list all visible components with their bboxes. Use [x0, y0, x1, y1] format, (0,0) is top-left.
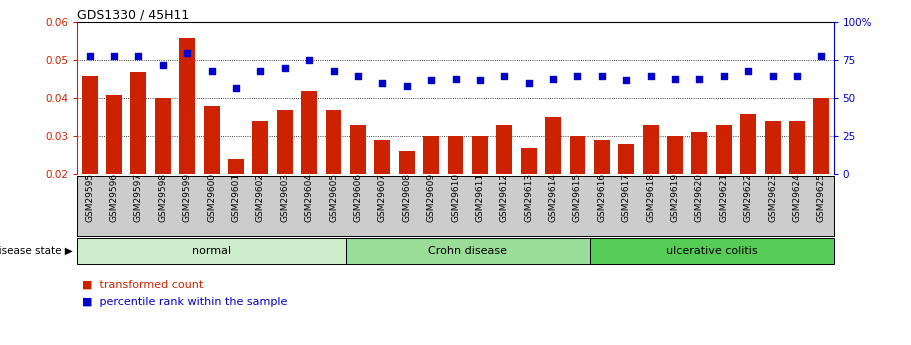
Bar — [691, 132, 707, 174]
Point — [521, 80, 536, 86]
Bar — [594, 140, 609, 174]
Bar — [77, 238, 346, 264]
Bar — [130, 72, 147, 174]
Point — [375, 80, 390, 86]
Point — [82, 53, 97, 59]
Bar — [179, 38, 195, 174]
Bar — [399, 151, 415, 174]
Text: ■  percentile rank within the sample: ■ percentile rank within the sample — [82, 297, 287, 307]
Bar — [252, 121, 269, 174]
Point — [302, 58, 316, 63]
Bar — [82, 76, 97, 174]
Point — [595, 73, 609, 78]
Point — [497, 73, 512, 78]
Point — [570, 73, 585, 78]
Bar — [350, 125, 366, 174]
Text: normal: normal — [192, 246, 231, 256]
Point — [179, 50, 194, 56]
Point — [814, 53, 829, 59]
Bar — [155, 98, 170, 174]
Point — [790, 73, 804, 78]
Bar — [716, 125, 732, 174]
Point — [717, 73, 732, 78]
Point — [424, 77, 438, 83]
Point — [668, 76, 682, 81]
Bar — [521, 148, 537, 174]
Bar — [424, 136, 439, 174]
Point — [229, 85, 243, 90]
Text: GDS1330 / 45H11: GDS1330 / 45H11 — [77, 8, 189, 21]
Bar — [302, 91, 317, 174]
Text: ■  transformed count: ■ transformed count — [82, 280, 203, 289]
Bar — [764, 121, 781, 174]
Bar — [619, 144, 634, 174]
Point — [156, 62, 170, 68]
Point — [643, 73, 658, 78]
Bar — [569, 136, 586, 174]
Point — [741, 68, 755, 74]
Bar — [496, 125, 512, 174]
Point — [399, 83, 414, 89]
Bar — [589, 238, 834, 264]
Bar — [447, 136, 464, 174]
Point — [765, 73, 780, 78]
Bar — [642, 125, 659, 174]
Point — [692, 76, 707, 81]
Bar — [667, 136, 683, 174]
Bar — [228, 159, 244, 174]
Point — [473, 77, 487, 83]
Bar — [346, 238, 589, 264]
Bar — [325, 110, 342, 174]
Bar — [204, 106, 220, 174]
Bar — [472, 136, 487, 174]
Point — [326, 68, 341, 74]
Point — [107, 53, 121, 59]
Point — [253, 68, 268, 74]
Bar — [545, 117, 561, 174]
Bar — [741, 114, 756, 174]
Point — [448, 76, 463, 81]
Point — [619, 77, 633, 83]
Point — [278, 65, 292, 71]
Bar — [789, 121, 805, 174]
Point — [131, 53, 146, 59]
Bar — [814, 98, 829, 174]
Bar — [277, 110, 292, 174]
Text: Crohn disease: Crohn disease — [428, 246, 507, 256]
Text: ulcerative colitis: ulcerative colitis — [666, 246, 757, 256]
Point — [546, 76, 560, 81]
Point — [204, 68, 219, 74]
Bar — [106, 95, 122, 174]
Point — [351, 73, 365, 78]
Text: disease state ▶: disease state ▶ — [0, 246, 73, 256]
Bar — [374, 140, 390, 174]
